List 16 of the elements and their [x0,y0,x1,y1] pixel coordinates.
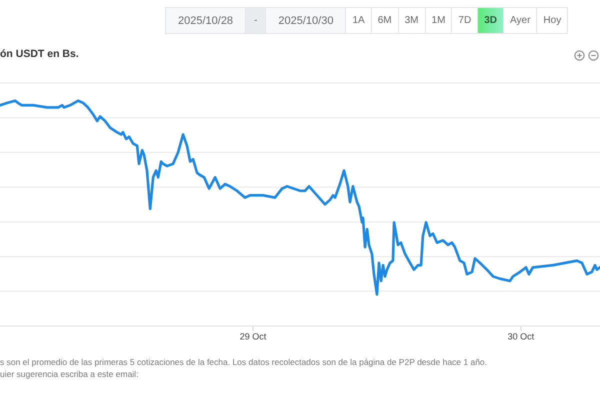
x-tick-label: 29 Oct [240,331,267,342]
text: Hoy [536,7,568,34]
text: 1M [424,7,452,34]
text: s son el promedio de las primeras 5 cotizaciones de la fecha. Los datos recolectados son de la página de P2P desde hace 1 año. [0,356,488,368]
text: 2025/10/28 [165,7,246,34]
text: - [245,7,266,34]
text: Ayer [503,7,538,34]
text: 6M [370,7,399,34]
text: uier sugerencia escriba a este email: [0,368,140,380]
text: 1A [345,7,372,34]
text: 3M [398,7,426,34]
x-tick-label: 30 Oct [508,331,535,342]
text: 2025/10/30 [265,7,346,34]
text: 7D [451,7,478,34]
chart-title: ón USDT en Bs. [0,48,79,60]
text: 3D [477,7,504,34]
